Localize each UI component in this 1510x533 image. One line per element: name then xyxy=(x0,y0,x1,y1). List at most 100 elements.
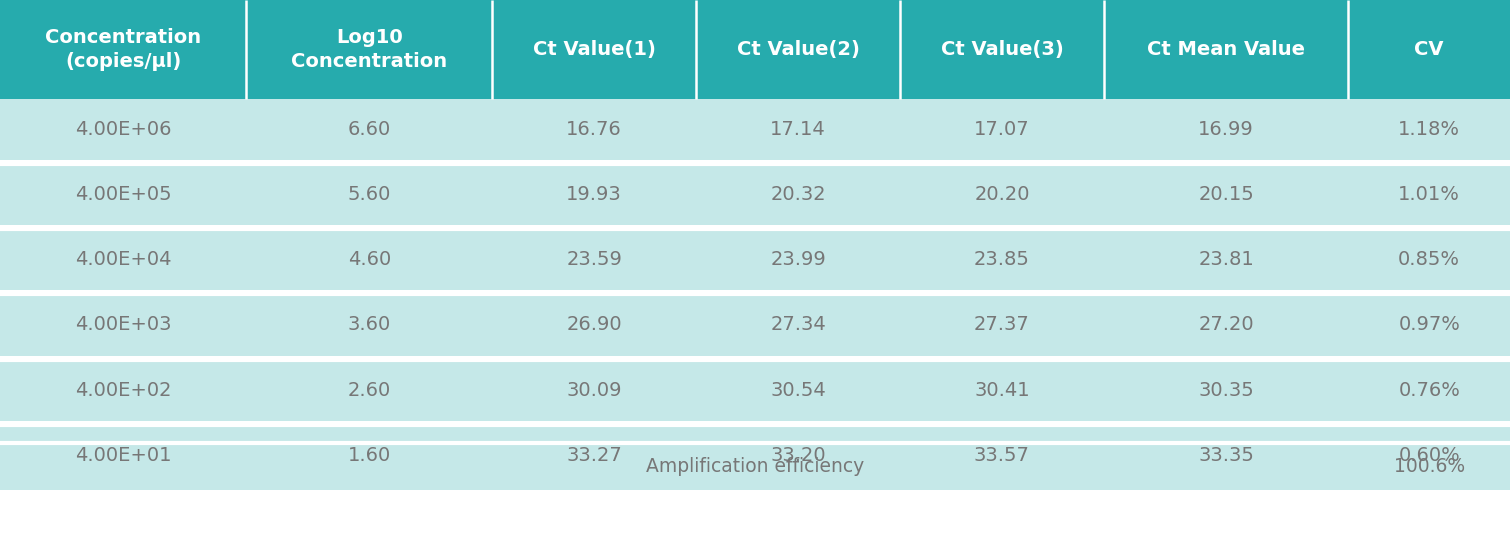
Text: 1.60: 1.60 xyxy=(347,446,391,465)
Bar xyxy=(1348,164,1510,225)
Text: 0.60%: 0.60% xyxy=(1398,446,1460,465)
Text: 4.00E+02: 4.00E+02 xyxy=(76,381,171,400)
Bar xyxy=(900,164,1104,225)
Bar xyxy=(900,0,1104,99)
Bar xyxy=(246,99,492,160)
Text: 4.00E+01: 4.00E+01 xyxy=(76,446,171,465)
Bar xyxy=(492,360,696,421)
Bar xyxy=(1104,425,1348,486)
Bar xyxy=(246,229,492,290)
Bar xyxy=(1104,99,1348,160)
Bar xyxy=(696,164,900,225)
Text: 4.00E+03: 4.00E+03 xyxy=(76,316,171,335)
Text: 30.35: 30.35 xyxy=(1199,381,1253,400)
Text: 16.76: 16.76 xyxy=(566,120,622,139)
Text: 19.93: 19.93 xyxy=(566,185,622,204)
Bar xyxy=(492,99,696,160)
Bar xyxy=(0,229,246,290)
Bar xyxy=(1348,294,1510,356)
Text: 23.99: 23.99 xyxy=(770,250,826,269)
Bar xyxy=(1104,0,1348,99)
Text: 20.15: 20.15 xyxy=(1199,185,1253,204)
Text: 17.07: 17.07 xyxy=(974,120,1030,139)
Bar xyxy=(1104,294,1348,356)
Bar xyxy=(246,360,492,421)
Bar xyxy=(1348,425,1510,486)
Text: 1.18%: 1.18% xyxy=(1398,120,1460,139)
Text: 2.60: 2.60 xyxy=(347,381,391,400)
Bar xyxy=(696,229,900,290)
Text: Ct Mean Value: Ct Mean Value xyxy=(1148,40,1305,59)
Bar xyxy=(1104,229,1348,290)
Bar xyxy=(246,164,492,225)
Text: 30.09: 30.09 xyxy=(566,381,622,400)
Text: CV: CV xyxy=(1415,40,1444,59)
Text: 33.27: 33.27 xyxy=(566,446,622,465)
Text: 20.32: 20.32 xyxy=(770,185,826,204)
Bar xyxy=(246,0,492,99)
Bar xyxy=(1348,360,1510,421)
Text: Ct Value(2): Ct Value(2) xyxy=(737,40,859,59)
Bar xyxy=(1348,229,1510,290)
Text: 27.37: 27.37 xyxy=(974,316,1030,335)
Bar xyxy=(696,99,900,160)
Bar xyxy=(1104,360,1348,421)
Bar xyxy=(492,229,696,290)
Bar xyxy=(0,164,246,225)
Text: 26.90: 26.90 xyxy=(566,316,622,335)
Text: 23.85: 23.85 xyxy=(974,250,1030,269)
Bar xyxy=(492,294,696,356)
Text: 5.60: 5.60 xyxy=(347,185,391,204)
Text: 20.20: 20.20 xyxy=(974,185,1030,204)
Bar xyxy=(246,425,492,486)
Bar xyxy=(0,425,246,486)
Bar xyxy=(0,443,1510,490)
Text: 100.6%: 100.6% xyxy=(1394,457,1465,477)
Bar xyxy=(900,229,1104,290)
Text: 17.14: 17.14 xyxy=(770,120,826,139)
Bar xyxy=(246,294,492,356)
Text: 0.85%: 0.85% xyxy=(1398,250,1460,269)
Text: 4.00E+04: 4.00E+04 xyxy=(76,250,171,269)
Bar xyxy=(696,0,900,99)
Bar xyxy=(696,294,900,356)
Text: 0.76%: 0.76% xyxy=(1398,381,1460,400)
Bar xyxy=(492,0,696,99)
Text: Concentration
(copies/µl): Concentration (copies/µl) xyxy=(45,28,201,71)
Text: 0.97%: 0.97% xyxy=(1398,316,1460,335)
Text: Ct Value(3): Ct Value(3) xyxy=(941,40,1063,59)
Text: 33.20: 33.20 xyxy=(770,446,826,465)
Bar xyxy=(696,425,900,486)
Bar xyxy=(0,294,246,356)
Text: Ct Value(1): Ct Value(1) xyxy=(533,40,655,59)
Text: 30.54: 30.54 xyxy=(770,381,826,400)
Text: 27.20: 27.20 xyxy=(1199,316,1253,335)
Text: Log10
Concentration: Log10 Concentration xyxy=(291,28,447,71)
Bar xyxy=(0,0,246,99)
Text: 6.60: 6.60 xyxy=(347,120,391,139)
Text: 4.60: 4.60 xyxy=(347,250,391,269)
Bar xyxy=(1104,164,1348,225)
Text: 23.59: 23.59 xyxy=(566,250,622,269)
Bar xyxy=(0,360,246,421)
Text: 23.81: 23.81 xyxy=(1199,250,1253,269)
Bar xyxy=(900,360,1104,421)
Text: 1.01%: 1.01% xyxy=(1398,185,1460,204)
Bar xyxy=(900,425,1104,486)
Text: 16.99: 16.99 xyxy=(1199,120,1253,139)
Bar xyxy=(0,99,246,160)
Text: 27.34: 27.34 xyxy=(770,316,826,335)
Bar xyxy=(900,99,1104,160)
Text: Amplification efficiency: Amplification efficiency xyxy=(646,457,864,477)
Text: 33.57: 33.57 xyxy=(974,446,1030,465)
Bar xyxy=(1348,0,1510,99)
Text: 4.00E+06: 4.00E+06 xyxy=(76,120,171,139)
Text: 4.00E+05: 4.00E+05 xyxy=(76,185,171,204)
Text: 33.35: 33.35 xyxy=(1197,446,1255,465)
Bar xyxy=(1348,99,1510,160)
Text: 30.41: 30.41 xyxy=(974,381,1030,400)
Bar xyxy=(492,425,696,486)
Bar xyxy=(900,294,1104,356)
Bar xyxy=(492,164,696,225)
Bar xyxy=(696,360,900,421)
